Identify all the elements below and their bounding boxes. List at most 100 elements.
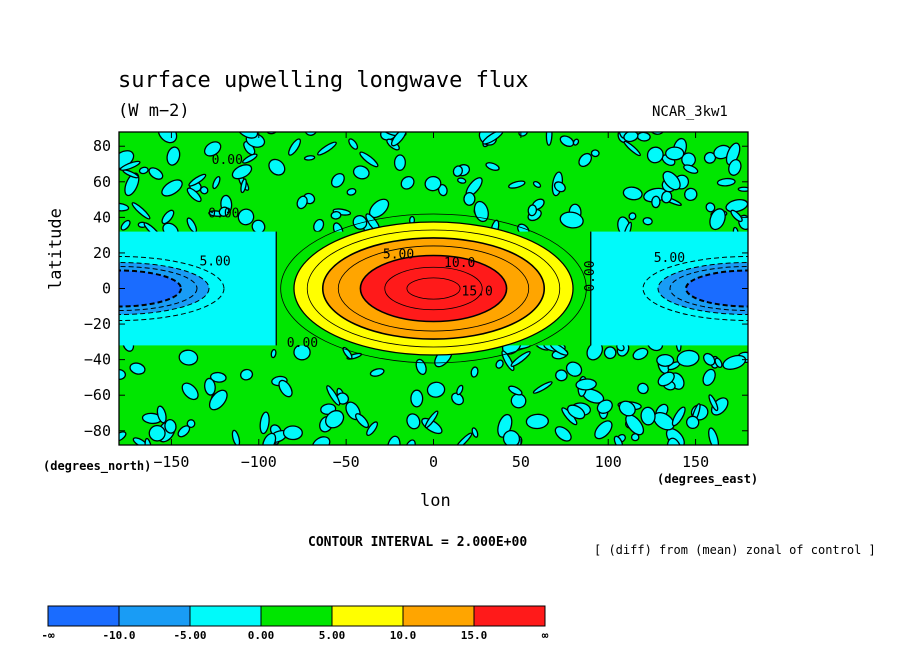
negative-contour	[685, 269, 748, 308]
noise-blob	[471, 427, 479, 438]
noise-blob	[303, 155, 316, 161]
noise-blob	[352, 214, 368, 230]
colorbar-label: 5.00	[319, 629, 346, 642]
noise-blob	[554, 426, 572, 442]
x-tick-label: 150	[682, 453, 709, 471]
noise-blob	[148, 424, 166, 442]
colorbar-swatch	[473, 605, 546, 627]
x-tick-label: −50	[333, 453, 360, 471]
y-tick-label: −60	[84, 386, 111, 404]
colorbar-label: ∞	[542, 629, 549, 642]
chart-title: surface upwelling longwave flux	[118, 68, 529, 93]
noise-blob	[532, 180, 542, 188]
noise-blob	[714, 357, 723, 369]
y-tick-label: −20	[84, 315, 111, 333]
noise-blob	[119, 160, 141, 171]
noise-blob	[702, 368, 716, 387]
noise-blob	[651, 195, 661, 209]
noise-blob	[209, 371, 227, 383]
noise-blob	[646, 146, 664, 164]
noise-blob	[161, 209, 175, 225]
noise-blob	[204, 377, 216, 396]
noise-blob	[218, 206, 230, 217]
noise-blob	[148, 167, 164, 180]
noise-blob	[590, 149, 600, 158]
noise-blob	[208, 389, 228, 411]
noise-blob	[722, 354, 747, 370]
noise-blob	[716, 177, 736, 187]
colorbar-swatch	[189, 605, 262, 627]
noise-blobs	[119, 132, 748, 445]
contour-label: 10.0	[444, 256, 475, 271]
x-axis-label: lon	[420, 491, 451, 511]
contour-interval: CONTOUR INTERVAL = 2.000E+00	[308, 535, 528, 550]
noise-blob	[181, 382, 199, 401]
noise-blob	[317, 141, 337, 156]
noise-blob	[572, 138, 580, 146]
noise-blob	[632, 347, 649, 361]
noise-blob	[426, 381, 446, 398]
noise-blob	[618, 400, 636, 417]
noise-blob	[161, 179, 183, 197]
contour-label: 5.00	[383, 247, 414, 262]
noise-blob	[369, 368, 385, 377]
noise-blob	[268, 158, 286, 176]
noise-blob	[649, 132, 665, 135]
noise-blob	[470, 366, 479, 378]
noise-blob	[623, 132, 639, 143]
noise-blob	[683, 164, 699, 174]
noise-blob	[342, 346, 353, 360]
noise-blob	[622, 186, 643, 201]
noise-blob	[403, 439, 416, 445]
noise-blob	[359, 151, 379, 168]
noise-blob	[665, 146, 685, 161]
noise-blob	[259, 411, 270, 435]
noise-blob	[311, 436, 331, 445]
units-label: (W m−2)	[118, 101, 190, 121]
colorbar-label: -5.00	[173, 629, 206, 642]
noise-blob	[508, 180, 526, 189]
noise-blob	[510, 350, 531, 367]
contour-label: 0.00	[208, 206, 239, 221]
noise-blob	[671, 406, 686, 427]
noise-blob	[708, 394, 719, 412]
colorbar-swatch	[47, 605, 120, 627]
noise-blob	[656, 353, 675, 367]
noise-blob	[578, 152, 593, 168]
noise-blob	[657, 371, 675, 387]
noise-blob	[705, 202, 716, 213]
y-tick-label: 20	[93, 244, 111, 262]
noise-blob	[406, 413, 421, 430]
noise-blob	[235, 132, 259, 139]
noise-blob	[525, 413, 549, 430]
noise-blob	[278, 379, 293, 398]
noise-blob	[129, 362, 146, 375]
noise-blob	[199, 186, 209, 195]
noise-blob	[424, 175, 442, 192]
noise-blob	[559, 211, 584, 229]
noise-blob	[393, 154, 406, 172]
y-tick-label: 40	[93, 208, 111, 226]
noise-blob	[131, 202, 151, 220]
noise-blob	[330, 172, 345, 188]
noise-blob	[628, 212, 637, 221]
noise-blob	[177, 425, 191, 438]
positive-contour	[280, 213, 587, 364]
noise-blob	[313, 218, 325, 233]
contour-label: 0.00	[287, 336, 318, 351]
noise-blob	[532, 381, 553, 394]
positive-contour	[406, 277, 461, 300]
colorbar-label: 10.0	[390, 629, 417, 642]
negative-contour	[119, 269, 182, 308]
noise-blob	[452, 165, 464, 177]
colorbar-label: 0.00	[248, 629, 275, 642]
noise-blob	[386, 435, 401, 445]
comparison-note: [ (diff) from (mean) zonal of control ]	[594, 543, 876, 557]
noise-blob	[703, 352, 716, 366]
noise-blob	[662, 170, 681, 191]
noise-blob	[390, 132, 407, 147]
x-tick-label: −100	[241, 453, 277, 471]
noise-blob	[138, 166, 149, 175]
noise-blob	[456, 384, 464, 396]
